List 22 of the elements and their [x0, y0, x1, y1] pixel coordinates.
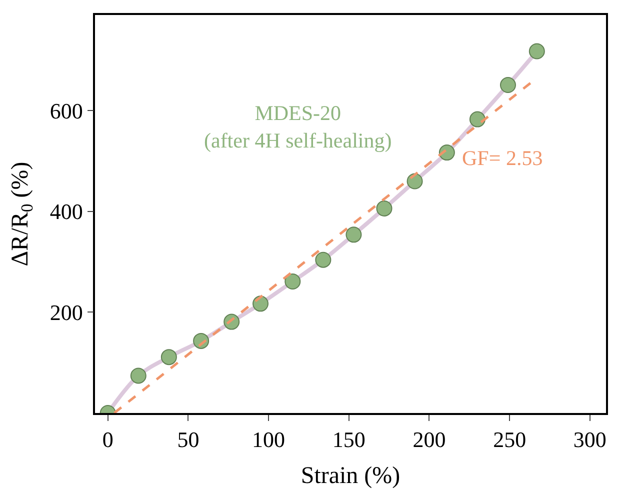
point: [346, 226, 362, 243]
point: [500, 77, 516, 94]
point: [376, 200, 392, 216]
x-tick-label: 100: [252, 427, 286, 452]
point: [528, 43, 545, 60]
y-tick-label: 600: [50, 98, 83, 124]
annotation: GF= 2.53: [462, 146, 543, 170]
annotation: MDES-20 (after 4H self-healing): [204, 101, 392, 152]
x-tick-label: 50: [177, 427, 200, 452]
x-tick-label: 200: [412, 427, 446, 452]
x-axis-title: Strain (%): [300, 462, 400, 489]
point: [130, 368, 146, 384]
point: [315, 252, 332, 268]
x-tick-label: 300: [573, 427, 606, 452]
y-tick-label: 400: [50, 199, 83, 224]
point: [160, 349, 177, 366]
x-tick-label: 250: [493, 427, 526, 452]
x-tick-label: 0: [102, 427, 114, 452]
y-tick-label: 200: [50, 300, 83, 325]
point: [469, 111, 486, 128]
point: [284, 274, 301, 290]
x-tick-label: 150: [332, 427, 366, 452]
